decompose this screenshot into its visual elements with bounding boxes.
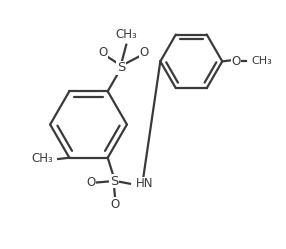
Text: O: O bbox=[86, 176, 96, 189]
Text: CH₃: CH₃ bbox=[31, 152, 53, 166]
Text: CH₃: CH₃ bbox=[251, 56, 272, 66]
Text: CH₃: CH₃ bbox=[116, 27, 137, 41]
Text: S: S bbox=[110, 175, 118, 188]
Text: O: O bbox=[110, 198, 120, 211]
Text: HN: HN bbox=[136, 177, 154, 190]
Text: O: O bbox=[98, 46, 107, 59]
Text: O: O bbox=[231, 55, 241, 68]
Text: S: S bbox=[117, 61, 126, 74]
Text: O: O bbox=[139, 46, 148, 59]
